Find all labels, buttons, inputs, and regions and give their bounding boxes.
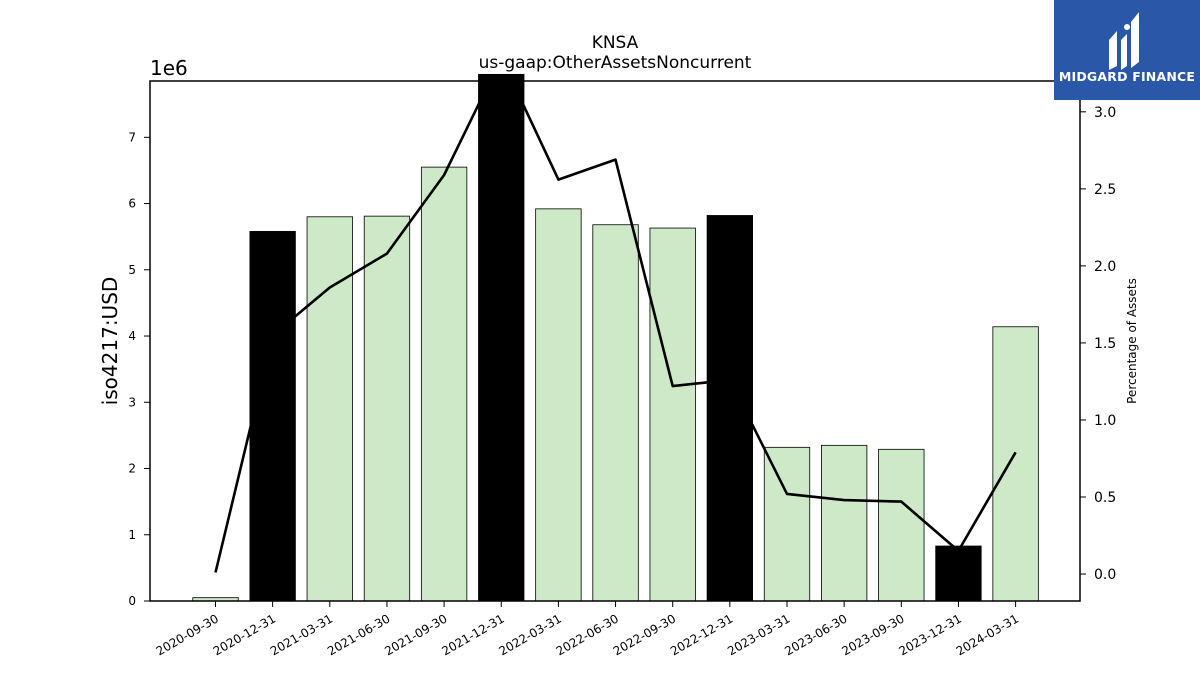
y-tick-label: 0 [128, 594, 136, 608]
bar [706, 215, 753, 602]
x-tick-label: 2021-12-31 [439, 611, 506, 658]
bar [821, 444, 868, 602]
bar [420, 166, 468, 602]
y-tick-label: 5 [128, 263, 136, 277]
y-multiplier-label: 1e6 [150, 56, 188, 80]
logo-mark-icon [1109, 12, 1139, 70]
chart-subtitle: us-gaap:OtherAssetsNoncurrent [479, 53, 752, 73]
x-tick-label: 2022-09-30 [611, 611, 678, 658]
x-axis-ticks: 2020-09-302020-12-312021-03-312021-06-30… [154, 601, 1021, 658]
x-tick-label: 2022-12-31 [668, 611, 735, 658]
bar [249, 230, 296, 602]
bar [592, 224, 639, 602]
y2-tick-label: 2.5 [1094, 182, 1116, 198]
logo-text: MIDGARD FINANCE [1058, 69, 1196, 84]
bar [935, 545, 982, 602]
x-tick-label: 2020-09-30 [154, 611, 221, 658]
bar [992, 326, 1039, 602]
x-tick-label: 2023-03-31 [725, 611, 792, 658]
y2-tick-label: 0.5 [1094, 490, 1116, 506]
bar [649, 227, 696, 602]
x-tick-label: 2023-12-31 [897, 611, 964, 658]
y-axis-ticks: 0 1 2 3 4 5 6 7 [128, 130, 150, 608]
x-tick-label: 2024-03-31 [954, 611, 1021, 658]
x-tick-label: 2021-09-30 [382, 611, 449, 658]
x-tick-label: 2020-12-31 [211, 611, 278, 658]
x-tick-label: 2022-06-30 [554, 611, 621, 658]
y-tick-label: 3 [128, 395, 136, 409]
y-axis-label: iso4217:USD [98, 277, 122, 406]
x-tick-label: 2023-09-30 [839, 611, 906, 658]
y2-tick-label: 3.0 [1094, 105, 1116, 121]
y-tick-label: 6 [128, 197, 136, 211]
y2-tick-label: 1.0 [1094, 413, 1116, 429]
bar-series [192, 73, 1039, 602]
y2-tick-label: 1.5 [1094, 336, 1116, 352]
y2-axis-ticks: 0.0 0.5 1.0 1.5 2.0 2.5 3.0 [1080, 105, 1116, 583]
bar [363, 215, 411, 602]
bar [478, 73, 525, 602]
bar [763, 446, 811, 602]
line-path [214, 81, 1017, 573]
line-series [214, 81, 1017, 573]
y-tick-label: 2 [128, 462, 136, 476]
y-tick-label: 1 [128, 528, 136, 542]
bar [878, 448, 925, 602]
x-tick-label: 2023-06-30 [782, 611, 849, 658]
chart-title: KNSA [592, 33, 639, 53]
y-tick-label: 7 [128, 130, 136, 144]
y2-tick-label: 2.0 [1094, 259, 1116, 275]
brand-logo: MIDGARD FINANCE [1054, 0, 1200, 100]
bar [306, 216, 353, 602]
x-tick-label: 2021-06-30 [325, 611, 392, 658]
plot-frame [149, 80, 1081, 602]
bar [535, 208, 582, 602]
x-tick-label: 2022-03-31 [496, 611, 563, 658]
y2-axis-label: Percentage of Assets [1125, 278, 1139, 404]
x-tick-label: 2021-03-31 [268, 611, 335, 658]
y-tick-label: 4 [128, 329, 136, 343]
y2-tick-label: 0.0 [1094, 567, 1116, 583]
